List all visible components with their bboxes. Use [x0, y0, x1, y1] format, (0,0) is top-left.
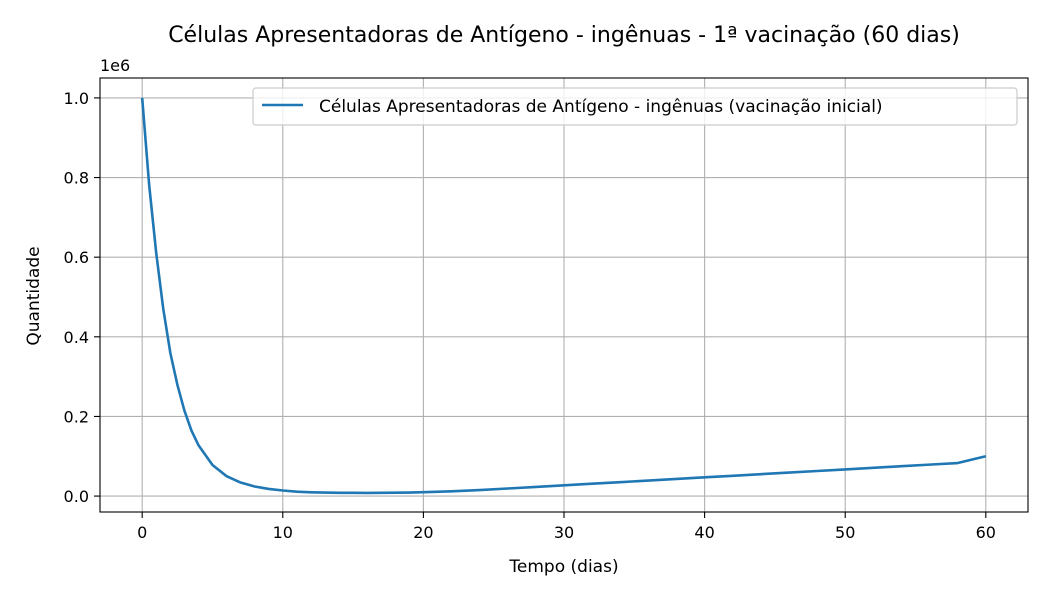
- legend-entry-label: Células Apresentadoras de Antígeno - ing…: [319, 97, 883, 117]
- series-layer: [140, 97, 987, 495]
- y-tick-label: 0.6: [64, 248, 89, 267]
- x-axis-label: Tempo (dias): [508, 557, 618, 577]
- chart-title: Células Apresentadoras de Antígeno - ing…: [168, 23, 960, 48]
- x-tick-label: 10: [273, 523, 293, 542]
- y-tick-label: 0.2: [64, 407, 89, 426]
- legend: Células Apresentadoras de Antígeno - ing…: [252, 87, 1018, 126]
- y-tick-label: 0.4: [64, 328, 89, 347]
- y-offset-label: 1e6: [100, 56, 130, 75]
- grid-layer: [100, 78, 1028, 512]
- x-tick-label: 40: [694, 523, 714, 542]
- series-line-0: [140, 97, 987, 495]
- x-tick-label: 20: [413, 523, 433, 542]
- x-tick-label: 0: [137, 523, 147, 542]
- x-tick-label: 30: [554, 523, 574, 542]
- x-tick-label: 60: [976, 523, 996, 542]
- y-tick-label: 0.8: [64, 169, 89, 188]
- x-tick-label: 50: [835, 523, 855, 542]
- y-axis-ticks: 0.0 0.2 0.4 0.6 0.8 1.0: [64, 89, 100, 506]
- legend-box: [252, 87, 1018, 126]
- y-tick-label: 0.0: [64, 487, 89, 506]
- x-axis-ticks: 0 10 20 30 40 50 60: [137, 512, 996, 542]
- y-axis-label: Quantidade: [24, 246, 44, 345]
- y-tick-label: 1.0: [64, 89, 89, 108]
